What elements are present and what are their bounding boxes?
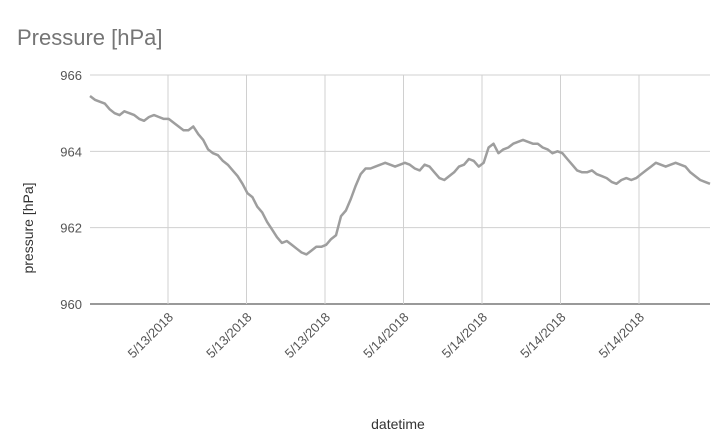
x-gridlines	[167, 75, 640, 304]
x-axis-label: datetime	[371, 416, 425, 432]
y-tick-label: 966	[60, 68, 82, 83]
y-tick-label: 962	[60, 221, 82, 236]
x-tick-label: 5/13/2018	[125, 310, 177, 362]
x-tick-label: 5/14/2018	[596, 310, 648, 362]
y-tick-label: 964	[60, 144, 82, 159]
x-tick-label: 5/13/2018	[282, 310, 334, 362]
y-gridlines	[90, 74, 710, 305]
chart-title: Pressure [hPa]	[17, 25, 163, 50]
y-tick-label: 960	[60, 297, 82, 312]
pressure-series-line	[89, 95, 711, 256]
x-tick-label: 5/13/2018	[203, 310, 255, 362]
x-tick-label: 5/14/2018	[360, 310, 412, 362]
y-axis-label: pressure [hPa]	[20, 182, 36, 273]
y-axis-ticks: 960 962 964 966	[60, 68, 82, 312]
x-axis-ticks: 5/13/2018 5/13/2018 5/13/2018 5/14/2018 5/14…	[125, 310, 648, 362]
x-tick-label: 5/14/2018	[517, 310, 569, 362]
x-tick-label: 5/14/2018	[439, 310, 491, 362]
